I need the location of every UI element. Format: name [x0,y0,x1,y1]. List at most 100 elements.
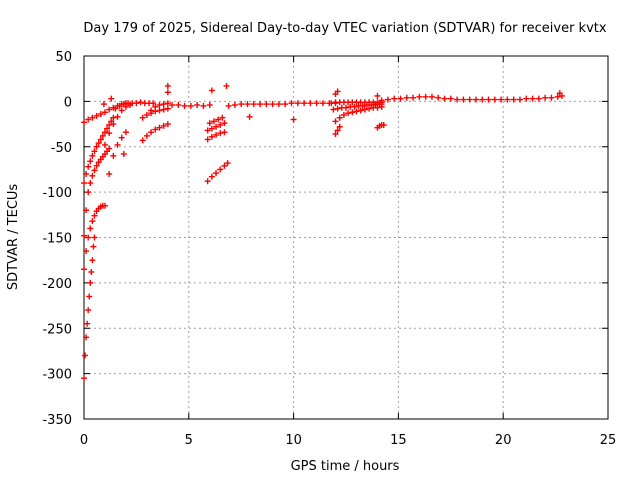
data-point [332,118,339,125]
data-point [275,101,282,108]
y-tick-label: 0 [64,95,72,110]
data-point [257,101,264,108]
data-point [101,129,108,136]
data-point [100,101,107,108]
data-point [556,90,563,97]
data-point [156,124,163,131]
data-point [143,111,150,118]
data-point [97,111,104,118]
data-point [213,170,220,177]
data-point [148,129,155,136]
data-point [336,123,343,130]
x-tick-label: 5 [185,433,193,448]
data-point [351,103,358,110]
data-point [150,100,157,107]
data-point [85,189,92,196]
data-point [454,96,461,103]
x-tick-label: 10 [285,433,302,448]
data-point [91,212,98,219]
data-point [210,118,217,125]
data-point [472,96,479,103]
data-point [357,107,364,114]
data-point [139,114,146,121]
data-point [89,114,96,121]
data-point [97,136,104,143]
data-point [137,99,144,106]
data-point [485,96,492,103]
data-point [164,100,171,107]
y-tick-label: -150 [42,232,72,247]
data-point [479,96,486,103]
data-point [334,88,341,95]
data-point [510,96,517,103]
data-point [84,320,91,327]
data-point [319,100,326,107]
data-point [332,131,339,138]
data-point [328,100,335,107]
data-point [349,109,356,116]
x-tick-label: 20 [495,433,512,448]
data-point [217,121,224,128]
data-point [87,279,94,286]
data-point [223,82,230,89]
data-point [110,114,117,121]
data-point [219,114,226,121]
data-point [231,102,238,109]
data-point [93,112,100,119]
data-point [204,127,211,134]
data-point [85,163,92,170]
data-point [122,129,129,136]
data-point [164,89,171,96]
data-point [372,102,379,109]
x-axis-label: GPS time / hours [291,459,400,474]
data-point [403,94,410,101]
data-point [504,96,511,103]
data-point [101,109,108,116]
data-point [81,375,87,382]
x-tick-label: 25 [600,433,617,448]
data-point [208,87,215,94]
data-point [516,96,523,103]
data-point [85,116,92,123]
data-point [294,100,301,107]
data-point [221,162,228,169]
data-point [81,119,87,126]
data-point [208,133,215,140]
data-point [139,137,146,144]
data-point [99,132,106,139]
data-point [204,178,211,185]
data-point [334,105,341,112]
y-tick-label: 50 [55,50,72,65]
data-point [542,94,549,101]
data-point [221,120,228,127]
y-tick-label: -250 [42,322,72,337]
data-point [244,101,251,108]
data-point [118,107,125,114]
data-point [156,107,163,114]
data-point [334,127,341,134]
data-point [217,166,224,173]
data-point [120,101,127,108]
data-point [91,167,98,174]
data-point [378,97,385,104]
data-point [460,96,467,103]
data-point [106,170,113,177]
data-point [554,93,561,100]
data-point [187,102,194,109]
data-point [361,106,368,113]
data-point [529,95,536,102]
data-point [378,103,385,110]
data-point [120,151,127,158]
data-point [89,257,96,264]
data-point [422,93,429,100]
data-point [217,130,224,137]
data-point [89,218,96,225]
data-point [366,105,373,112]
data-point [491,96,498,103]
data-point [169,102,176,109]
data-point [156,102,163,109]
data-point [343,104,349,111]
data-point [313,100,320,107]
data-point [548,94,555,101]
data-point [215,116,222,123]
